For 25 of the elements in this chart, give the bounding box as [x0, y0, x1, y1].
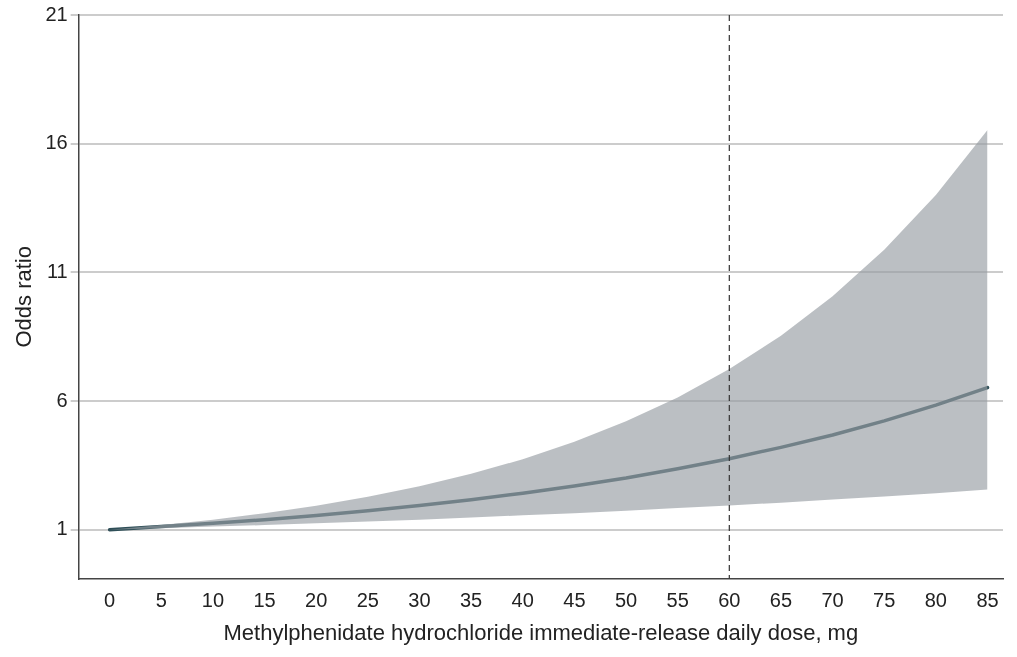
y-tick-label: 16 [45, 131, 68, 154]
x-tick-label: 20 [305, 589, 328, 612]
x-tick-label: 65 [769, 589, 793, 612]
y-tick-label: 11 [46, 259, 68, 282]
x-tick-label: 70 [821, 589, 844, 612]
y-axis-title: Odds ratio [11, 246, 37, 348]
x-tick-label: 0 [104, 589, 116, 612]
x-tick-label: 80 [924, 589, 947, 612]
x-tick-label: 5 [155, 589, 167, 612]
x-tick-label: 55 [666, 589, 689, 612]
y-tick-label: 6 [56, 388, 68, 411]
x-tick-label: 35 [459, 589, 483, 612]
x-tick-label: 45 [563, 589, 586, 612]
x-tick-label: 15 [253, 589, 276, 612]
x-tick-label: 40 [511, 589, 534, 612]
x-tick-label: 10 [201, 589, 225, 612]
x-tick-label: 60 [718, 589, 741, 612]
x-tick-label: 30 [408, 589, 431, 612]
x-tick-label: 50 [614, 589, 638, 612]
x-tick-label: 75 [873, 589, 896, 612]
y-tick-label: 21 [45, 2, 68, 25]
x-axis-title: Methylphenidate hydrochloride immediate-release daily dose, mg [223, 619, 859, 645]
x-tick-label: 85 [976, 589, 999, 612]
x-tick-label: 25 [356, 589, 379, 612]
y-tick-label: 1 [56, 517, 68, 540]
